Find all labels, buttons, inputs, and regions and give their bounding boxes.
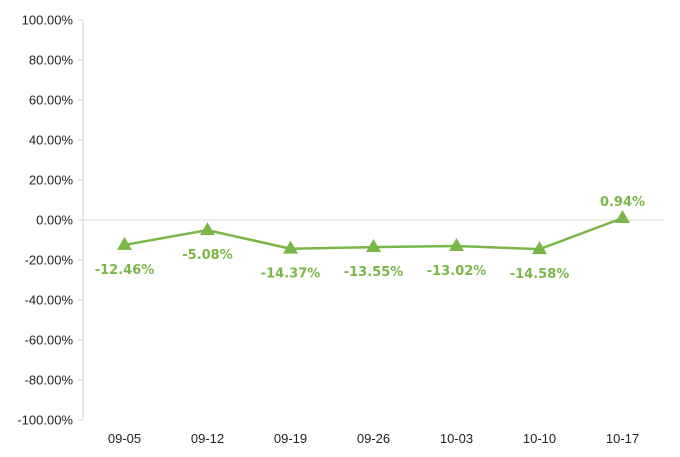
y-tick-label: 100.00% [22,13,74,28]
y-tick-label: 80.00% [29,53,74,68]
x-tick-label: 10-03 [440,431,473,446]
x-tick-label: 09-12 [191,431,224,446]
y-tick-label: -60.00% [25,333,74,348]
y-axis-ticks: 100.00% 80.00% 60.00% 40.00% 20.00% 0.00% -20.… [17,13,83,428]
data-label: -14.58% [510,267,570,282]
data-label: -5.08% [182,248,233,263]
y-tick-label: -20.00% [25,253,74,268]
data-labels: -12.46% -5.08% -14.37% -13.55% -13.02% -14.58… [95,195,645,282]
y-tick-label: 20.00% [29,173,74,188]
data-label: -13.55% [344,265,404,280]
y-tick-label: 0.00% [36,213,73,228]
data-label: 0.94% [600,195,645,210]
data-point-marker [283,240,298,254]
y-tick-label: 40.00% [29,133,74,148]
axes [82,20,664,420]
y-tick-label: -100.00% [17,413,73,428]
y-tick-label: -40.00% [25,293,74,308]
y-tick-label: -80.00% [25,373,74,388]
x-tick-label: 09-05 [108,431,141,446]
x-tick-label: 10-17 [606,431,639,446]
data-label: -13.02% [427,264,487,279]
data-point-marker [366,239,381,253]
x-tick-label: 09-26 [357,431,390,446]
x-axis-ticks: 09-05 09-12 09-19 09-26 10-03 10-10 10-17 [108,431,639,446]
data-point-marker [117,236,132,250]
data-point-marker [532,241,547,255]
y-tick-label: 60.00% [29,93,74,108]
data-label: -14.37% [261,267,321,282]
series-group [117,210,630,255]
data-point-marker [615,210,630,224]
data-label: -12.46% [95,263,155,278]
x-tick-label: 10-10 [523,431,556,446]
x-tick-label: 09-19 [274,431,307,446]
data-point-marker [200,222,215,236]
data-point-marker [449,237,464,251]
